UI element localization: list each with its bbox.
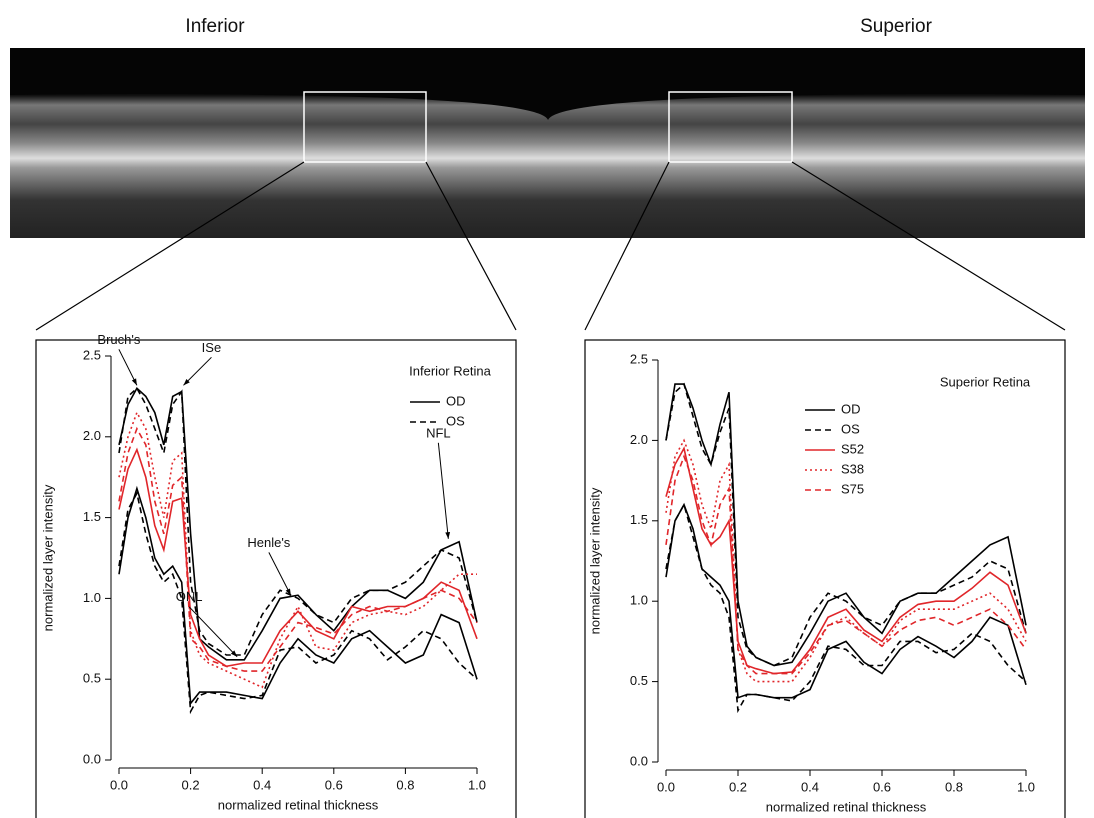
series-line — [119, 388, 477, 655]
superior-label: Superior — [860, 16, 932, 37]
x-tick-label: 0.2 — [182, 777, 200, 792]
y-tick-label: 1.5 — [83, 509, 101, 524]
x-tick-label: 0.0 — [110, 777, 128, 792]
y-tick-label: 0.5 — [83, 671, 101, 686]
annotation-arrowhead — [445, 532, 450, 539]
y-tick-label: 0.0 — [630, 753, 648, 768]
legend-label: OD — [841, 401, 861, 416]
x-axis-label: normalized retinal thickness — [218, 797, 379, 812]
panel-label: Superior Retina — [940, 374, 1031, 389]
panel-label: Inferior Retina — [409, 363, 491, 378]
legend-label: S52 — [841, 441, 864, 456]
y-tick-label: 2.0 — [630, 432, 648, 447]
legend-label: S75 — [841, 481, 864, 496]
legend-label: OS — [841, 421, 860, 436]
inferior-label: Inferior — [185, 16, 245, 37]
y-tick-label: 1.0 — [83, 590, 101, 605]
panel-frame — [585, 340, 1065, 818]
annotation-label: ONL — [176, 589, 203, 604]
y-tick-label: 2.0 — [83, 428, 101, 443]
x-tick-label: 0.4 — [801, 779, 819, 794]
y-tick-label: 0.0 — [83, 751, 101, 766]
y-tick-label: 1.5 — [630, 512, 648, 527]
series-line — [119, 388, 477, 660]
x-tick-label: 0.6 — [325, 777, 343, 792]
y-tick-label: 2.5 — [83, 347, 101, 362]
x-tick-label: 0.2 — [729, 779, 747, 794]
y-tick-label: 2.5 — [630, 351, 648, 366]
figure: Inferior Superior 0.0 0.5 1.0 1.5 2.0 2.5 0.0 0… — [0, 0, 1094, 818]
y-tick-label: 1.0 — [630, 593, 648, 608]
annotation-label: Henle's — [247, 535, 290, 550]
annotation-arrowhead — [132, 378, 137, 385]
series-line — [119, 429, 477, 671]
annotation-label: NFL — [426, 425, 451, 440]
x-tick-label: 1.0 — [1017, 779, 1035, 794]
x-axis-label: normalized retinal thickness — [766, 799, 927, 814]
y-axis-label: normalized layer intensity — [40, 484, 55, 631]
x-tick-label: 0.4 — [253, 777, 271, 792]
x-tick-label: 0.6 — [873, 779, 891, 794]
series-line — [119, 413, 477, 688]
x-tick-label: 1.0 — [468, 777, 486, 792]
x-tick-label: 0.0 — [657, 779, 675, 794]
legend-label: S38 — [841, 461, 864, 476]
annotation-label: Bruch's — [97, 332, 140, 347]
annotation-arrow — [438, 443, 448, 539]
x-tick-label: 0.8 — [396, 777, 414, 792]
series-line-lower — [119, 493, 477, 711]
panel-frame — [36, 340, 516, 818]
annotation-label: ISe — [202, 340, 222, 355]
annotation-arrow — [269, 552, 291, 595]
y-tick-label: 0.5 — [630, 673, 648, 688]
x-tick-label: 0.8 — [945, 779, 963, 794]
series-line — [119, 450, 477, 667]
y-axis-label: normalized layer intensity — [587, 487, 602, 634]
legend-label: OD — [446, 393, 466, 408]
